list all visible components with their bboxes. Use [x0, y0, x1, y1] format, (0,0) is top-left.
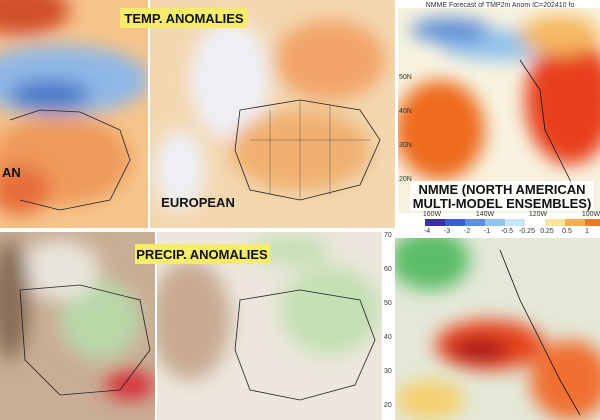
colorbar-label: -0.5 [501, 228, 513, 235]
lat-label: 30N [399, 142, 412, 149]
lat-label: 20N [399, 176, 412, 183]
temp-title: TEMP. ANOMALIES [124, 11, 244, 26]
nmme-header: NMME Forecast of TMP2m Anom IC=202410 fo [426, 2, 575, 9]
colorbar-label: 1 [585, 228, 589, 235]
lon-label: 140W [476, 211, 495, 218]
precip-map-right [395, 238, 600, 420]
lat-label: 30 [384, 368, 392, 375]
colorbar-label: 0.5 [562, 228, 572, 235]
lat-label: 70 [384, 232, 392, 239]
precip-map-left [0, 232, 155, 420]
temp-map-left [0, 0, 148, 228]
colorbar-label: -0.25 [519, 228, 535, 235]
lat-label: 40N [399, 108, 412, 115]
lon-label: 160W [423, 211, 442, 218]
lat-label: 50 [384, 300, 392, 307]
nmme-map [398, 8, 600, 213]
colorbar-label: -1 [484, 228, 490, 235]
nmme-label-bg [410, 181, 594, 211]
lat-label: 50N [399, 74, 412, 81]
colorbar [425, 219, 600, 226]
lat-label: 40 [384, 334, 392, 341]
lat-label: 20 [384, 402, 392, 409]
label-box [135, 244, 270, 264]
left-cut-label: AN [2, 165, 21, 180]
lon-label: 120W [529, 211, 548, 218]
colorbar-label: -3 [444, 228, 450, 235]
colorbar-label: -4 [424, 228, 430, 235]
lat-label: 60 [384, 266, 392, 273]
temp-map-european [150, 0, 395, 228]
nmme-label: MULTI-MODEL ENSEMBLES) [413, 196, 592, 211]
european-label: EUROPEAN [161, 195, 235, 210]
lon-label: 100W [582, 211, 600, 218]
nmme-label: NMME (NORTH AMERICAN [418, 182, 585, 197]
precip-title: PRECIP. ANOMALIES [136, 247, 268, 262]
colorbar-label: -2 [464, 228, 470, 235]
colorbar-label: 0.25 [540, 228, 554, 235]
label-box [120, 8, 248, 28]
